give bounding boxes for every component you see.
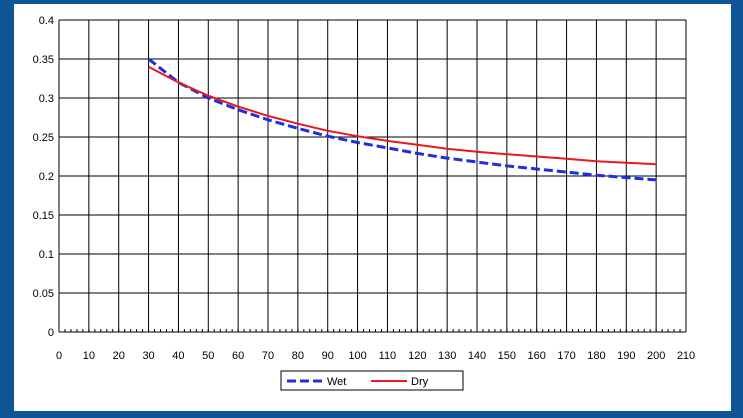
legend: Wet Dry	[280, 370, 464, 391]
y-tick-label: 0.2	[39, 171, 54, 183]
x-tick-label: 20	[113, 350, 125, 362]
x-tick-label: 50	[202, 350, 214, 362]
x-tick-label: 160	[528, 350, 546, 362]
x-tick-label: 150	[498, 350, 516, 362]
x-tick-label: 190	[617, 350, 635, 362]
legend-label-wet: Wet	[327, 376, 346, 388]
x-tick-label: 130	[438, 350, 456, 362]
x-tick-label: 0	[56, 350, 62, 362]
y-tick-label: 0.3	[39, 93, 54, 105]
y-tick-labels: 0 0.05 0.1 0.15 0.2 0.25 0.3 0.35 0.4	[33, 15, 54, 339]
legend-label-dry: Dry	[411, 376, 429, 388]
y-tick-label: 0.35	[33, 54, 54, 66]
x-tick-label: 90	[322, 350, 334, 362]
x-tick-label: 140	[468, 350, 486, 362]
x-tick-label: 100	[348, 350, 366, 362]
series-line-dry	[148, 65, 657, 166]
series-lines	[147, 57, 657, 182]
y-tick-label: 0.25	[33, 132, 54, 144]
y-tick-label: 0.05	[33, 288, 54, 300]
x-tick-label: 210	[677, 350, 695, 362]
x-tick-label: 80	[292, 350, 304, 362]
y-tick-label: 0	[48, 327, 54, 339]
x-tick-label: 30	[142, 350, 154, 362]
x-tick-label: 40	[172, 350, 184, 362]
x-tick-label: 70	[262, 350, 274, 362]
y-tick-label: 0.15	[33, 210, 54, 222]
x-tick-label: 200	[647, 350, 665, 362]
series-line-wet	[147, 57, 657, 182]
axes	[58, 20, 686, 333]
x-tick-label: 10	[83, 350, 95, 362]
x-tick-label: 60	[232, 350, 244, 362]
x-tick-label: 110	[379, 350, 397, 362]
y-tick-label: 0.4	[39, 15, 54, 27]
y-tick-label: 0.1	[39, 249, 54, 261]
x-tick-label: 170	[557, 350, 575, 362]
x-tick-label: 120	[408, 350, 426, 362]
x-tick-labels: 0 10 20 30 40 50 60 70 80 90 100 110 120 130 140 150 160…	[56, 350, 695, 362]
x-tick-label: 180	[587, 350, 605, 362]
